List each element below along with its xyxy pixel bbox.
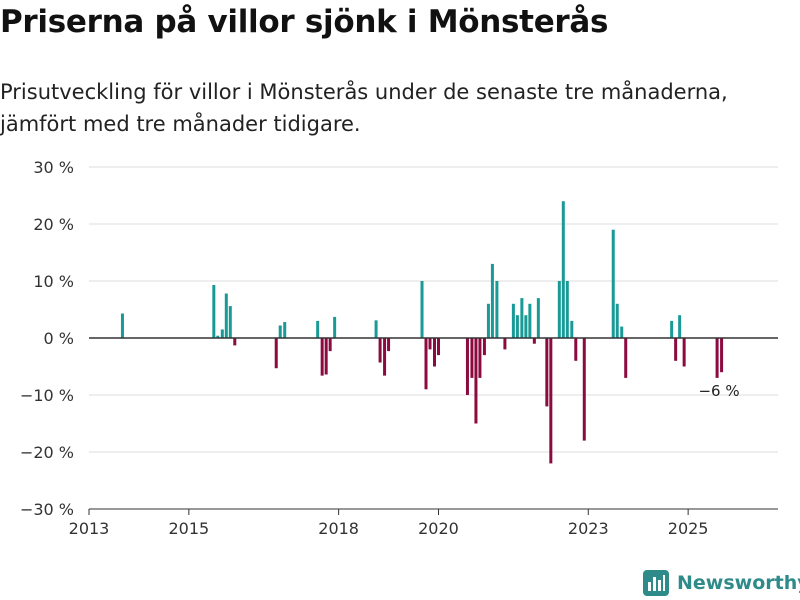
bar xyxy=(615,303,619,338)
bar xyxy=(545,338,549,407)
grid-layer xyxy=(89,166,778,453)
chart-subtitle: Prisutveckling för villor i Mönsterås un… xyxy=(0,80,728,136)
bar xyxy=(383,338,387,376)
y-tick-label: −30 % xyxy=(20,500,74,519)
bar xyxy=(465,338,469,395)
y-tick-label: −10 % xyxy=(20,386,74,405)
bar xyxy=(515,315,519,338)
bar xyxy=(536,298,540,338)
x-tick-label: 2015 xyxy=(168,519,209,538)
brand-name: Newsworthy xyxy=(677,572,800,594)
bar xyxy=(495,281,499,338)
y-tick-label: −20 % xyxy=(20,443,74,462)
bar xyxy=(420,281,424,338)
bar xyxy=(520,298,524,338)
bar xyxy=(324,338,328,375)
x-tick-label: 2023 xyxy=(568,519,609,538)
bar xyxy=(387,338,391,352)
bar xyxy=(333,316,337,338)
bar xyxy=(549,338,553,464)
bar xyxy=(316,320,320,338)
bar xyxy=(524,315,528,338)
y-tick-label: 10 % xyxy=(33,272,74,291)
bar xyxy=(565,281,569,338)
bar xyxy=(478,338,482,378)
axis-layer xyxy=(88,337,778,515)
y-tick-label: 20 % xyxy=(33,215,74,234)
bar xyxy=(216,335,220,338)
bar xyxy=(374,320,378,338)
bar xyxy=(715,338,719,378)
x-tick-label: 2013 xyxy=(69,519,110,538)
bar xyxy=(528,303,532,338)
bar xyxy=(570,320,574,338)
bar xyxy=(274,338,278,369)
bar xyxy=(428,338,432,350)
bar xyxy=(486,303,490,338)
bar xyxy=(220,329,224,338)
bar xyxy=(561,201,565,338)
bar xyxy=(120,313,124,338)
bar xyxy=(582,338,586,441)
bar xyxy=(278,325,282,338)
bar xyxy=(424,338,428,390)
bar xyxy=(720,338,724,373)
bar xyxy=(557,281,561,338)
bar xyxy=(212,284,216,338)
bars-layer xyxy=(120,201,724,464)
bar xyxy=(532,338,536,344)
bar xyxy=(678,315,682,338)
bar xyxy=(470,338,474,378)
labels-layer: 30 % 20 % 10 % 0 % −10 % −20 % −30 %2013 2015 20… xyxy=(20,158,740,538)
x-tick-label: 2018 xyxy=(318,519,359,538)
bar xyxy=(283,322,287,338)
bar xyxy=(674,338,678,361)
bar xyxy=(482,338,486,356)
bar xyxy=(474,338,478,424)
x-tick-label: 2020 xyxy=(418,519,459,538)
brand-logo[interactable]: Newsworthy xyxy=(643,570,800,596)
bar xyxy=(682,338,686,367)
bar xyxy=(511,303,515,338)
bar xyxy=(624,338,628,378)
bar xyxy=(233,338,237,346)
bar xyxy=(670,320,674,338)
last-value-label: −6 % xyxy=(698,382,739,400)
bar xyxy=(328,338,332,352)
bar xyxy=(436,338,440,356)
bar xyxy=(378,338,382,363)
bar xyxy=(224,293,228,338)
bar xyxy=(611,229,615,338)
bar-chart-logo-icon xyxy=(643,570,669,596)
bar xyxy=(574,338,578,361)
bar xyxy=(490,263,494,338)
page-title: Priserna på villor sjönk i Mönsterås xyxy=(0,4,609,40)
bar xyxy=(503,338,507,350)
bar xyxy=(320,338,324,376)
x-tick-label: 2025 xyxy=(668,519,709,538)
bar xyxy=(433,338,436,367)
y-tick-label: 30 % xyxy=(33,158,74,177)
bar xyxy=(228,306,232,338)
bar xyxy=(620,326,624,338)
y-tick-label: 0 % xyxy=(44,329,74,348)
